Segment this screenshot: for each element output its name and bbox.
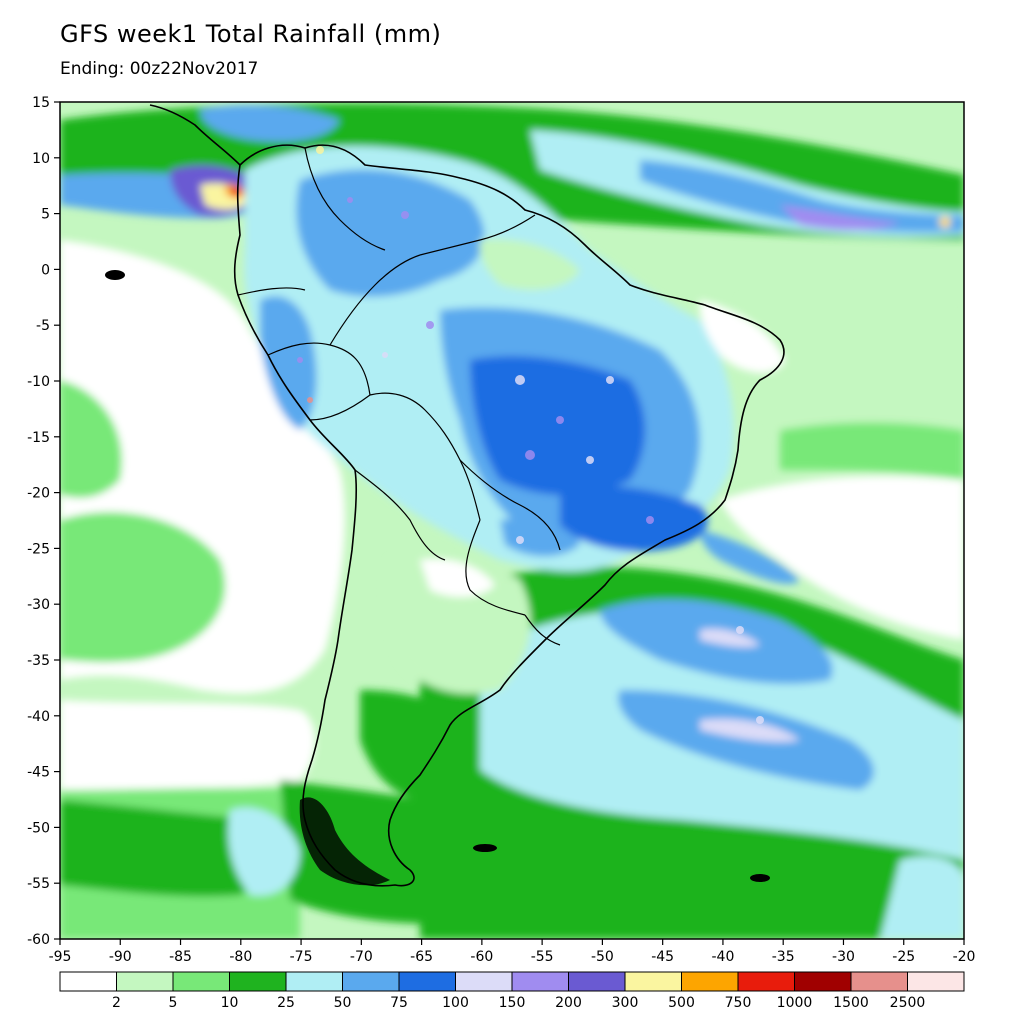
lat-tick-label: -50 [27, 820, 50, 836]
plot-frame [59, 101, 965, 940]
colorbar-swatch [59, 971, 117, 992]
latitude-axis: 15 10 5 0 -5 -10 -15 -20 -25 -30 -35 -40 -45 -50 -55 -6… [27, 95, 60, 948]
colorbar-swatch [907, 971, 965, 992]
lat-tick-label: -30 [27, 597, 50, 613]
map-subtitle: Ending: 00z22Nov2017 [60, 59, 259, 79]
map-plot-area [60, 102, 964, 939]
colorbar-label: 750 [725, 995, 752, 1011]
lon-tick-label: -50 [591, 949, 614, 965]
lat-tick-label: -10 [27, 374, 50, 390]
galapagos-islands [105, 270, 125, 280]
lat-tick-label: -40 [27, 709, 50, 725]
colorbar-swatch [116, 971, 174, 992]
colorbar-swatch [568, 971, 626, 992]
colorbar-label: 200 [555, 995, 582, 1011]
lon-tick-label: -30 [832, 949, 855, 965]
lat-tick-label: -60 [27, 932, 50, 948]
colorbar-swatch [398, 971, 456, 992]
colorbar-label: 5 [169, 995, 178, 1011]
lat-tick-label: -35 [27, 653, 50, 669]
colorbar-label: 300 [612, 995, 639, 1011]
colorbar-label: 1500 [833, 995, 869, 1011]
colorbar-label: 150 [499, 995, 526, 1011]
colorbar-swatch [455, 971, 513, 992]
lon-tick-label: -45 [651, 949, 674, 965]
colorbar-label: 2 [112, 995, 121, 1011]
colorbar-swatch [511, 971, 569, 992]
coastline [149, 104, 785, 887]
lon-tick-label: -85 [169, 949, 192, 965]
lat-tick-label: -20 [27, 486, 50, 502]
colorbar-label: 10 [221, 995, 239, 1011]
lon-tick-label: -80 [229, 949, 252, 965]
lat-tick-label: -55 [27, 876, 50, 892]
lon-tick-label: -35 [772, 949, 795, 965]
lat-tick-label: 0 [41, 262, 50, 278]
colorbar-swatch [681, 971, 739, 992]
lon-tick-label: -60 [470, 949, 493, 965]
colorbar: 2 5 10 25 50 75 100 150 200 300 500 750 1000 1500 2500 [59, 971, 965, 1011]
lon-tick-label: -95 [49, 949, 72, 965]
lat-tick-label: -5 [36, 318, 50, 334]
colorbar-swatch [229, 971, 287, 992]
longitude-axis: -95 -90 -85 -80 -75 -70 -65 -60 -55 -50 -45 -40 -35 -… [49, 939, 976, 965]
lon-tick-label: -20 [953, 949, 976, 965]
colorbar-swatch [850, 971, 908, 992]
lat-tick-label: 5 [41, 207, 50, 223]
lon-tick-label: -25 [892, 949, 915, 965]
lat-tick-label: -25 [27, 541, 50, 557]
colorbar-label: 500 [668, 995, 695, 1011]
lat-tick-label: 15 [32, 95, 50, 111]
colorbar-swatch [172, 971, 230, 992]
colorbar-label: 75 [390, 995, 408, 1011]
lon-tick-label: -65 [410, 949, 433, 965]
lat-tick-label: 10 [32, 151, 50, 167]
colorbar-swatch [285, 971, 343, 992]
lon-tick-label: -55 [531, 949, 554, 965]
patagonia-islands [299, 797, 390, 886]
map-title: GFS week1 Total Rainfall (mm) [60, 20, 442, 48]
lon-tick-label: -70 [350, 949, 373, 965]
colorbar-label: 50 [334, 995, 352, 1011]
colorbar-swatch [624, 971, 682, 992]
colorbar-swatch [737, 971, 795, 992]
convective-cells [297, 146, 764, 724]
colorbar-label: 100 [442, 995, 469, 1011]
lat-tick-label: -45 [27, 765, 50, 781]
lon-tick-label: -90 [109, 949, 132, 965]
country-borders [237, 147, 561, 646]
lon-tick-label: -40 [711, 949, 734, 965]
colorbar-label: 1000 [777, 995, 813, 1011]
south-georgia-island [750, 874, 770, 882]
colorbar-label: 2500 [890, 995, 926, 1011]
colorbar-swatch [342, 971, 400, 992]
lon-tick-label: -75 [290, 949, 313, 965]
colorbar-label: 25 [277, 995, 295, 1011]
lat-tick-label: -15 [27, 430, 50, 446]
colorbar-swatch [794, 971, 852, 992]
falkland-islands [473, 844, 497, 852]
